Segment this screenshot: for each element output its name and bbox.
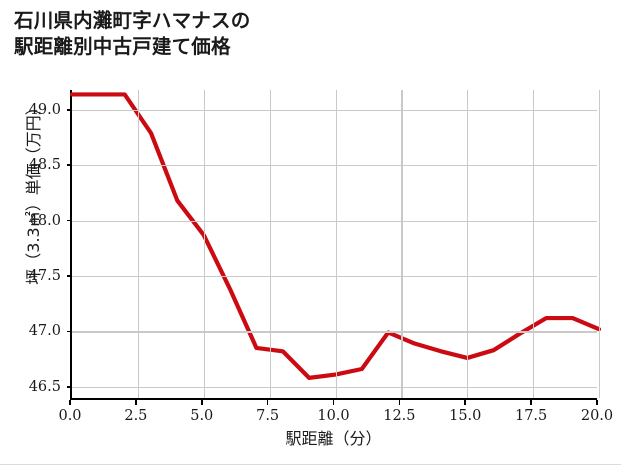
gridline-vertical <box>203 90 205 398</box>
x-tick-mark <box>398 400 401 405</box>
page-title: 石川県内灘町字ハマナスの 駅距離別中古戸建て価格 <box>14 9 251 58</box>
x-tick-mark <box>266 400 269 405</box>
gridline-vertical <box>533 90 535 398</box>
x-tick-mark <box>530 400 532 405</box>
gridline-vertical <box>269 90 271 398</box>
x-tick-label: 20.0 <box>580 408 614 424</box>
x-tick-label: 10.0 <box>317 408 350 424</box>
y-tick-label: 46.5 <box>28 378 61 395</box>
gridline-horizontal <box>72 109 597 112</box>
x-axis-label: 駅距離（分） <box>285 429 382 448</box>
gridline-vertical <box>599 90 601 398</box>
y-tick-label: 47.5 <box>28 268 61 284</box>
x-tick-label: 2.5 <box>124 408 148 424</box>
x-tick-mark <box>135 400 137 405</box>
y-tick-label: 48.5 <box>28 157 61 174</box>
x-tick-mark <box>596 400 598 405</box>
y-axis-label: 坪（3.3㎡）単価（万円） <box>24 99 43 285</box>
y-tick-label: 48.0 <box>28 212 61 229</box>
plot-area <box>67 90 602 400</box>
x-tick-label: 5.0 <box>190 408 214 424</box>
x-tick-mark <box>464 400 467 405</box>
x-tick-label: 15.0 <box>449 408 482 424</box>
y-tick-mark <box>67 219 72 222</box>
gridline-horizontal <box>72 276 597 278</box>
gridline-vertical <box>401 90 403 398</box>
x-tick-label: 17.5 <box>514 408 548 424</box>
y-tick-mark <box>67 385 72 388</box>
x-tick-mark <box>332 400 335 405</box>
y-tick-mark <box>67 109 72 111</box>
x-tick-mark <box>200 400 203 405</box>
gridline-horizontal <box>72 165 597 167</box>
y-tick-mark <box>67 164 72 167</box>
y-tick-mark <box>67 330 72 333</box>
x-tick-mark <box>69 400 71 405</box>
gridline-horizontal <box>72 386 597 388</box>
gridline-vertical <box>137 90 140 398</box>
gridline-vertical <box>467 90 469 398</box>
x-tick-label: 7.5 <box>256 408 280 424</box>
gridline-horizontal <box>72 331 597 333</box>
gridline-vertical <box>335 90 337 398</box>
y-tick-label: 47.0 <box>28 323 61 340</box>
y-tick-label: 49.0 <box>28 101 61 118</box>
x-tick-label: 0.0 <box>58 408 82 424</box>
y-tick-mark <box>67 275 72 277</box>
x-tick-label: 12.5 <box>383 408 416 424</box>
gridline-horizontal <box>72 220 597 222</box>
